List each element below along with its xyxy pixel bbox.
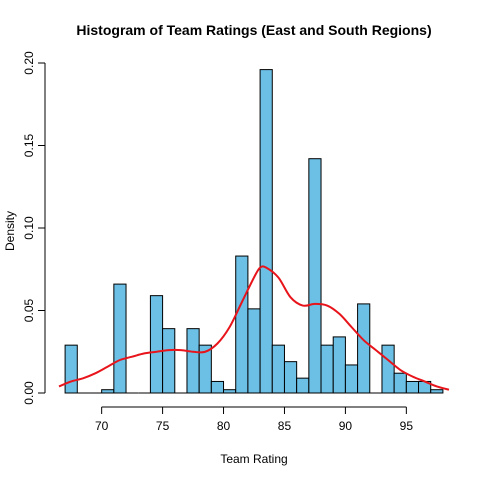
x-axis-label: Team Rating xyxy=(220,452,287,466)
histogram-bar xyxy=(101,389,115,394)
histogram-bar xyxy=(64,344,78,394)
chart-title: Histogram of Team Ratings (East and Sout… xyxy=(76,22,431,38)
histogram-bar xyxy=(235,255,249,394)
histogram-bar xyxy=(223,389,237,394)
y-axis: 0.00 0.05 0.10 0.15 0.20 xyxy=(22,51,46,405)
y-tick-label: 0.05 xyxy=(22,298,36,322)
y-tick-label: 0.00 xyxy=(22,381,36,405)
histogram-bar xyxy=(271,344,285,394)
x-axis: 70 75 80 85 90 95 xyxy=(95,406,414,433)
bars-layer xyxy=(64,69,444,394)
histogram-bar xyxy=(344,364,359,394)
histogram-bar xyxy=(198,344,212,394)
histogram-bar xyxy=(247,308,261,394)
histogram-bar xyxy=(357,303,371,394)
histogram-bar xyxy=(308,158,322,394)
x-tick-label: 70 xyxy=(95,419,109,433)
x-tick-label: 90 xyxy=(339,419,353,433)
histogram-bar xyxy=(430,389,444,394)
histogram-bar xyxy=(296,377,310,394)
histogram-bar xyxy=(283,361,298,394)
x-tick-label: 95 xyxy=(400,419,414,433)
y-tick-label: 0.10 xyxy=(22,216,36,240)
histogram-bar xyxy=(210,380,225,394)
histogram-bar xyxy=(162,328,176,394)
histogram-bar xyxy=(320,344,334,394)
density-curve xyxy=(58,265,450,391)
y-axis-label: Density xyxy=(3,211,17,251)
y-tick-label: 0.15 xyxy=(22,133,36,157)
histogram-bar xyxy=(113,283,127,394)
histogram-bar xyxy=(186,328,200,394)
histogram-bar xyxy=(381,344,395,394)
x-tick-label: 80 xyxy=(217,419,231,433)
histogram-bar xyxy=(332,336,346,394)
histogram-bar xyxy=(149,295,164,394)
histogram-bar xyxy=(259,69,273,394)
x-tick-label: 75 xyxy=(156,419,170,433)
y-tick-label: 0.20 xyxy=(22,51,36,75)
x-tick-label: 85 xyxy=(278,419,292,433)
histogram-bar xyxy=(393,372,407,394)
histogram-bar xyxy=(405,380,420,394)
